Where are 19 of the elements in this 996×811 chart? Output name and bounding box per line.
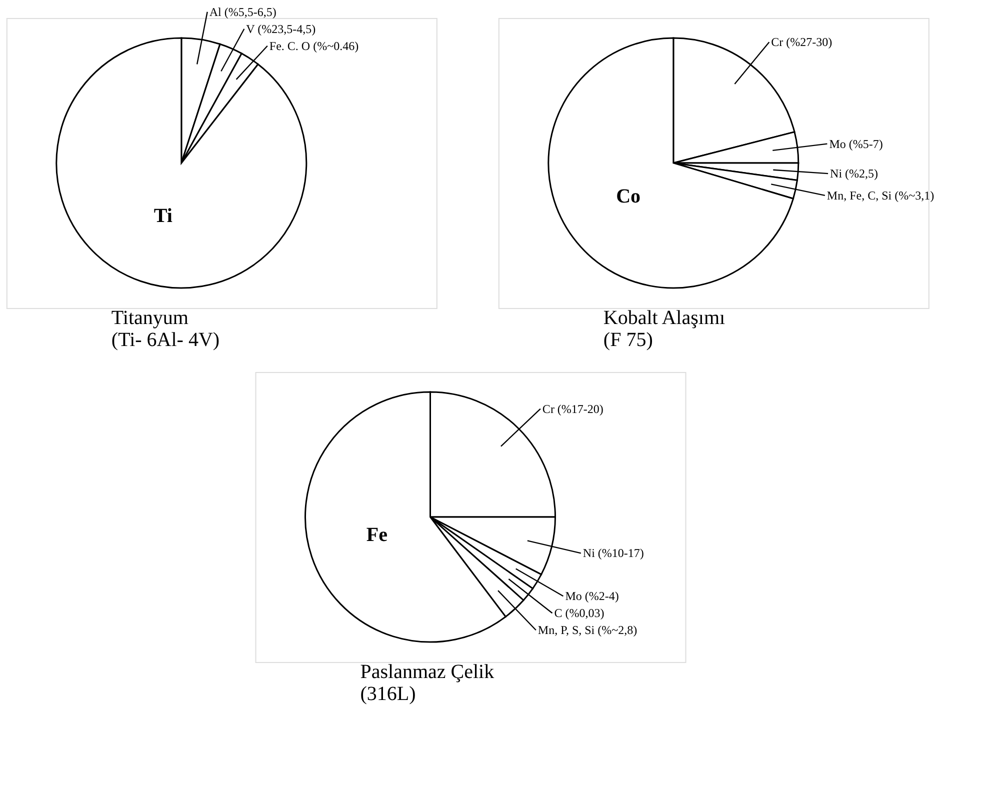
slice-label: Co xyxy=(616,186,641,208)
text: Titanyum (Ti- 6Al- 4V) xyxy=(111,307,220,351)
slice-label: V (%23,5-4,5) xyxy=(246,22,316,36)
slice-label: Cr (%17-20) xyxy=(542,402,604,416)
slice-label: Ni (%10-17) xyxy=(582,546,644,560)
text: Paslanmaz Çelik (316L) xyxy=(360,661,494,705)
slice-label: Fe. C. O (%~0.46) xyxy=(269,38,359,53)
slice-label: Mo (%5-7) xyxy=(829,136,883,151)
slice-label: Ti xyxy=(154,205,173,228)
slice-label: C (%0,03) xyxy=(554,606,604,620)
pie-slice xyxy=(56,37,308,289)
text: Kobalt Alaşımı (F 75) xyxy=(603,307,726,351)
slice-label: Mo (%2-4) xyxy=(565,589,619,604)
slice-label: Cr (%27-30) xyxy=(771,35,832,50)
slice-label: Fe xyxy=(366,524,388,546)
slice-label: Mn, P, S, Si (%~2,8) xyxy=(538,623,638,638)
slice-label: Ni (%2,5) xyxy=(830,166,878,181)
slice-label: Al (%5,5-6,5) xyxy=(209,4,276,19)
slice-label: Mn, Fe, C, Si (%~3,1) xyxy=(826,188,934,202)
